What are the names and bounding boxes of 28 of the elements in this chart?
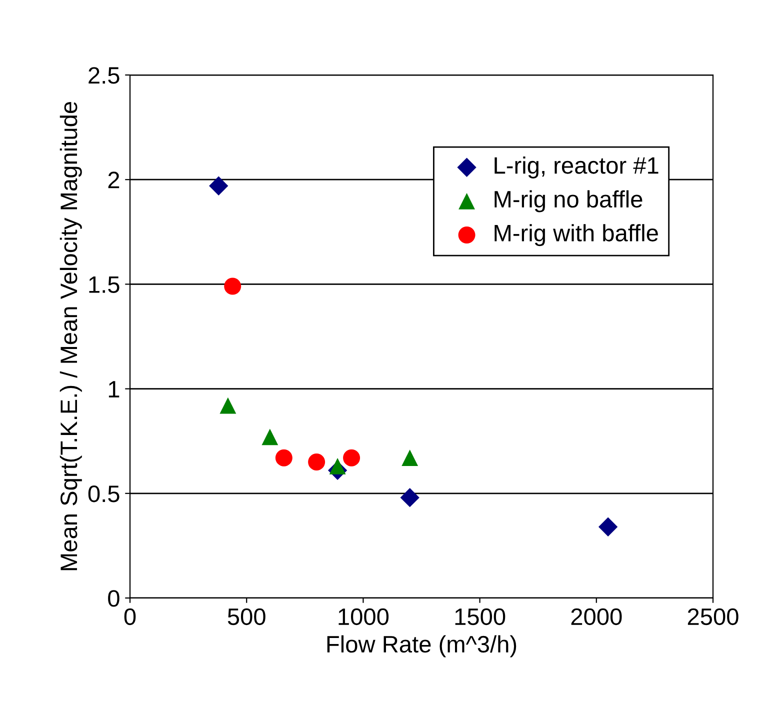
x-axis-title: Flow Rate (m^3/h) [327, 635, 516, 658]
x-tick-label: 2000 [571, 608, 622, 626]
x-tick-label: 500 [228, 608, 266, 626]
x-tick-label: 1000 [338, 608, 389, 626]
y-tick-label: 2.5 [88, 67, 120, 84]
y-tick-label: 0 [108, 590, 120, 607]
point [220, 397, 236, 414]
point [224, 278, 242, 295]
point [598, 517, 618, 536]
x-tick-label: 0 [124, 608, 136, 626]
y-tick-label: 1 [108, 381, 120, 398]
y-tick-label: 2 [108, 172, 120, 188]
y-tick-label: 0.5 [88, 485, 120, 502]
point [402, 450, 418, 466]
point [343, 449, 360, 466]
y-axis-title: Mean Sqrt(T.K.E.) / Mean Velocity Magnitude [60, 102, 82, 570]
legend-label: M-rig with baffle [494, 224, 658, 246]
point [329, 458, 346, 474]
point [308, 454, 326, 471]
legend-label: L-rig, reactor #1 [494, 156, 658, 178]
point [400, 488, 420, 508]
x-tick-label: 1500 [455, 608, 506, 626]
point [262, 428, 278, 446]
y-tick-label: 1.5 [89, 276, 120, 293]
x-tick-label: 2500 [688, 608, 738, 626]
point [275, 449, 292, 466]
legend-label: M-rig no baffle [494, 190, 642, 212]
point [209, 176, 228, 196]
